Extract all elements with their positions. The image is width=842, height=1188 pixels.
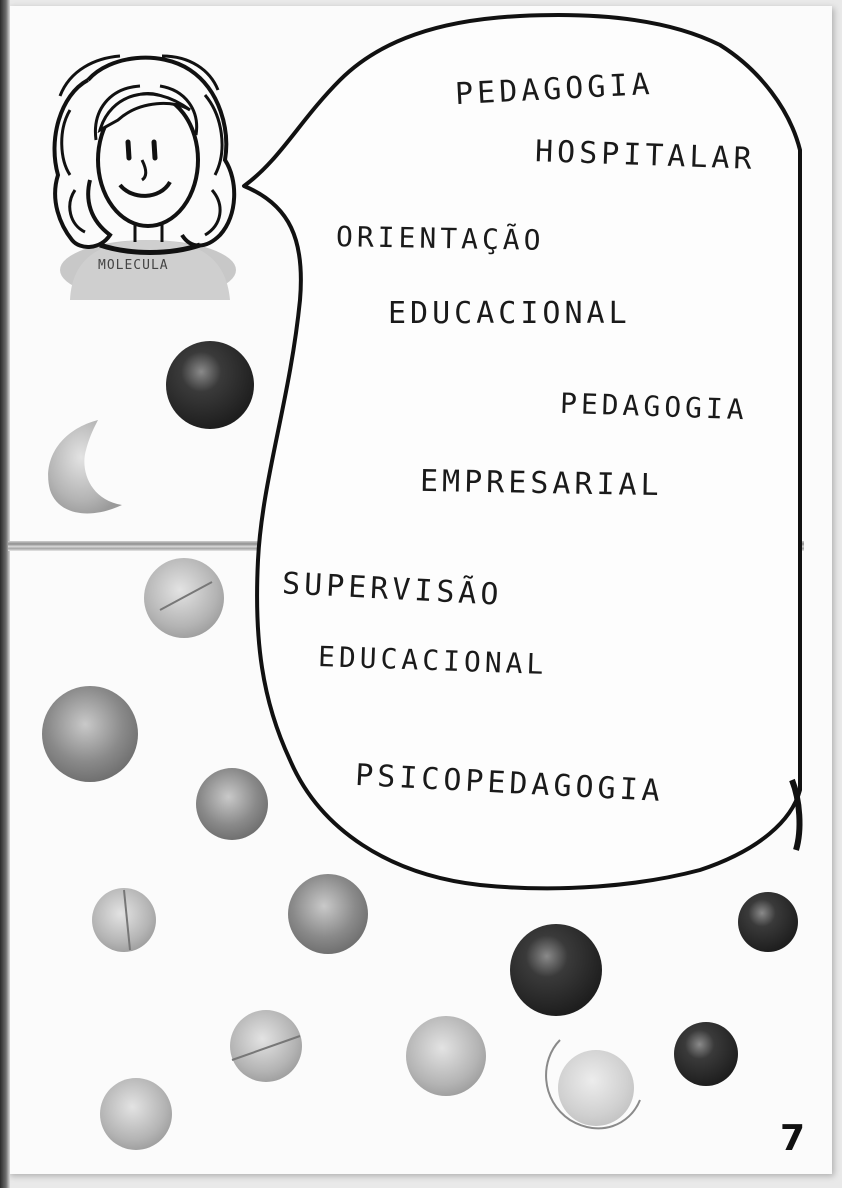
pill-circle [230,1010,302,1082]
speech-line-educacional-1: EDUCACIONAL [388,296,631,331]
pill-circle [92,888,156,952]
speech-line-pedagogia-2: PEDAGOGIA [559,386,749,427]
gray-circle [100,1078,172,1150]
dark-circle [166,341,254,429]
decorative-circles [42,341,798,1150]
faint-circle [558,1050,634,1126]
gray-circle [42,686,138,782]
gray-circle [406,1016,486,1096]
gray-circle [288,874,368,954]
dark-circle [674,1022,738,1086]
dark-circle [510,924,602,1016]
shirt-lettering: MOLECULA [98,258,169,273]
speech-line-empresarial: EMPRESARIAL [419,463,663,504]
page-number: 7 [780,1118,806,1159]
gray-circle [196,768,268,840]
crescent-moon [48,420,122,514]
speech-bubble [242,13,803,891]
girl-avatar [52,54,237,300]
dark-circle [738,892,798,952]
binding-edge [0,0,10,1188]
speech-line-orientacao: ORIENTAÇÃO [335,220,545,257]
